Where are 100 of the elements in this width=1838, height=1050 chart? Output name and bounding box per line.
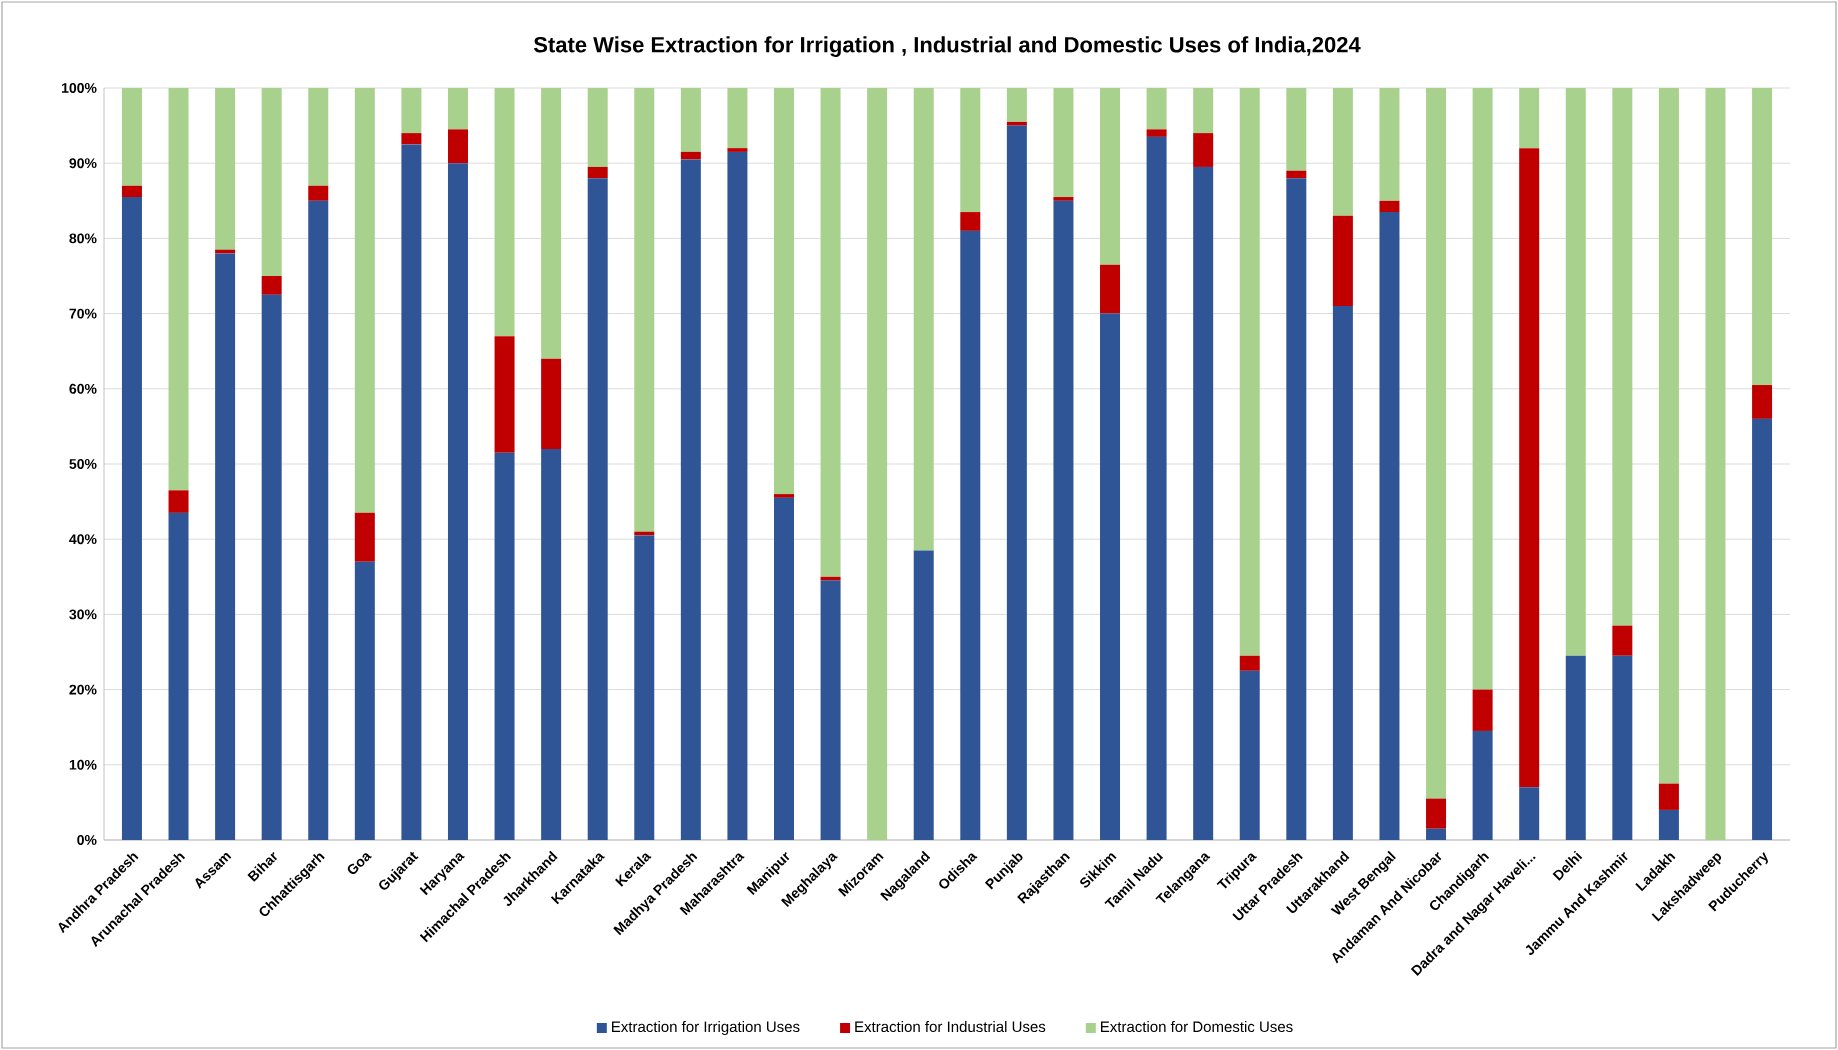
bar [447,129,468,164]
bar [261,275,282,295]
bar [587,178,608,840]
bar [774,494,794,498]
bar [1658,87,1679,784]
bar [261,294,282,840]
bar [1332,306,1353,840]
y-tick-label: 40% [69,534,97,545]
bar [494,87,515,337]
chart-title: State Wise Extraction for Irrigation , Industrial and Domestic Uses of India,2024 [533,36,1361,57]
bar [121,87,142,186]
y-tick-label: 80% [69,233,97,244]
bar [1658,809,1679,840]
x-tick-label: Goa [347,853,372,875]
bar [1612,655,1633,840]
y-tick-label: 90% [69,158,97,169]
bar [867,87,888,840]
y-tick-label: 20% [69,684,97,695]
legend-label: Extraction for Irrigation Uses [612,1021,800,1036]
bar [1379,200,1400,213]
bar [1100,264,1121,314]
bar [1100,87,1121,265]
bar [401,144,422,840]
bar [494,452,515,840]
bar [1239,670,1260,840]
bar [1658,783,1679,810]
bar [1332,87,1353,216]
bar [1286,87,1307,171]
bar [960,87,981,213]
bar [1006,125,1027,840]
bar [1705,87,1726,840]
bar [308,87,329,186]
bar [1006,87,1027,122]
bar [215,253,236,840]
bar [168,512,189,840]
bar [820,87,841,577]
bar [1612,625,1633,656]
bar [1286,178,1307,840]
bar [261,87,282,276]
bar [774,497,794,840]
bar [1146,87,1167,130]
y-tick-label: 50% [69,459,97,469]
bar [1519,787,1540,840]
bar [541,87,562,359]
bar [121,185,142,198]
bar [1332,215,1353,307]
bar [1053,197,1074,201]
bar [680,159,701,840]
bar [168,87,189,491]
bar [1472,87,1493,690]
bar [634,535,655,840]
bar [541,448,562,840]
bar [1146,129,1167,137]
bar [587,166,608,179]
bar [1053,200,1074,840]
bar [354,87,375,513]
bar [1752,385,1773,419]
bar [960,230,981,840]
bar [634,87,655,532]
bar [1472,689,1493,731]
bar [1519,148,1540,788]
bar [1519,87,1540,149]
bar [1379,212,1400,840]
bar [1193,133,1214,167]
bar [354,561,375,840]
bar [494,336,515,453]
bar [1472,730,1493,840]
bar [447,87,468,130]
bar [913,550,934,840]
bar [820,576,841,581]
bar [1146,136,1167,840]
bar [1193,166,1214,840]
bar [1752,87,1773,386]
bar [121,197,142,840]
bar [447,163,468,840]
bar [1752,418,1773,840]
bar [1239,655,1260,671]
bar [913,87,934,551]
bar [1426,87,1447,799]
bar [354,512,375,562]
y-tick-label: 60% [69,383,97,394]
bar [1612,87,1633,626]
bar [1426,828,1447,840]
bar [215,87,236,250]
bar [1100,313,1121,840]
bar [1379,87,1400,201]
bar [541,358,562,449]
bar [1426,798,1447,829]
bar [401,87,422,134]
bar [308,200,329,840]
bar [960,212,981,231]
bar [401,133,422,145]
bar [774,87,794,495]
legend-label: Extraction for Industrial Uses [855,1021,1046,1033]
bar [1193,87,1214,134]
y-tick-label: 10% [69,759,97,770]
bar [1239,87,1260,656]
bar [1565,87,1586,656]
bar [1006,121,1027,126]
bar [727,151,748,840]
